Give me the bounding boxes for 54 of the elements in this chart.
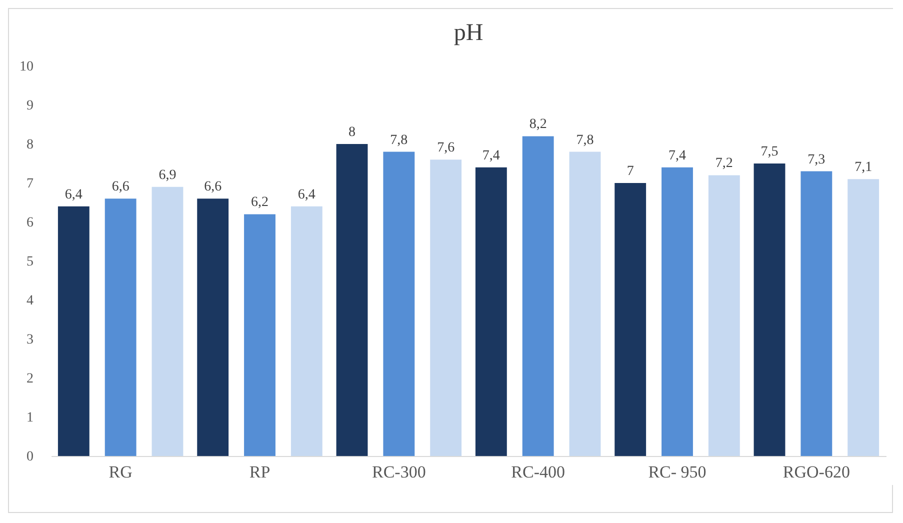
data-label: 6,4: [298, 187, 316, 202]
bar: [290, 206, 322, 456]
data-label: 7,2: [715, 156, 733, 172]
x-tick-label: RC- 950: [648, 462, 706, 482]
y-tick-label: 0: [26, 450, 34, 464]
bar: [336, 144, 368, 456]
y-tick-label: 5: [26, 254, 34, 270]
bar: [58, 206, 90, 456]
data-label: 7,5: [760, 144, 778, 160]
bar: [475, 167, 507, 456]
data-label: 6,9: [158, 168, 176, 183]
bar: [569, 152, 601, 456]
data-label: 7: [626, 164, 634, 179]
y-tick-label: 10: [20, 60, 34, 74]
x-tick-label: RG: [108, 462, 132, 482]
data-label: 7,6: [437, 140, 455, 156]
bar: [522, 136, 554, 456]
data-label: 8: [348, 125, 356, 140]
y-tick-label: 1: [26, 410, 34, 426]
bar: [430, 160, 462, 456]
bar: [244, 214, 276, 456]
data-label: 7,1: [854, 160, 872, 176]
data-label: 7,8: [576, 132, 594, 148]
chart-title: pH: [454, 20, 484, 46]
bar: [754, 164, 786, 456]
bar: [848, 179, 880, 456]
x-tick-label: RGO-620: [782, 462, 850, 482]
bar: [662, 167, 693, 456]
data-label: 7,4: [482, 148, 500, 164]
data-label: 6,6: [204, 180, 222, 195]
data-label: 7,8: [390, 132, 408, 148]
bar: [383, 152, 415, 456]
x-tick-label: RP: [249, 462, 270, 482]
y-tick-label: 9: [26, 98, 34, 114]
bar: [152, 186, 184, 456]
bar: [800, 171, 832, 456]
y-tick-label: 6: [26, 216, 34, 230]
y-tick-label: 8: [26, 138, 34, 152]
data-label: 6,4: [64, 187, 82, 202]
data-label: 6,6: [112, 180, 130, 195]
bar: [614, 183, 646, 456]
y-tick-label: 3: [26, 332, 34, 348]
x-tick-label: RC-300: [372, 462, 426, 482]
bar: [104, 198, 136, 456]
y-tick-label: 4: [26, 294, 34, 308]
y-tick-label: 7: [26, 176, 34, 192]
bar: [197, 198, 229, 456]
x-tick-label: RC-400: [511, 462, 566, 482]
bar: [708, 175, 740, 456]
data-label: 7,4: [668, 148, 686, 164]
data-label: 6,2: [251, 195, 268, 210]
data-label: 7,3: [808, 152, 826, 168]
y-tick-label: 2: [26, 372, 34, 386]
data-label: 8,2: [529, 117, 547, 132]
